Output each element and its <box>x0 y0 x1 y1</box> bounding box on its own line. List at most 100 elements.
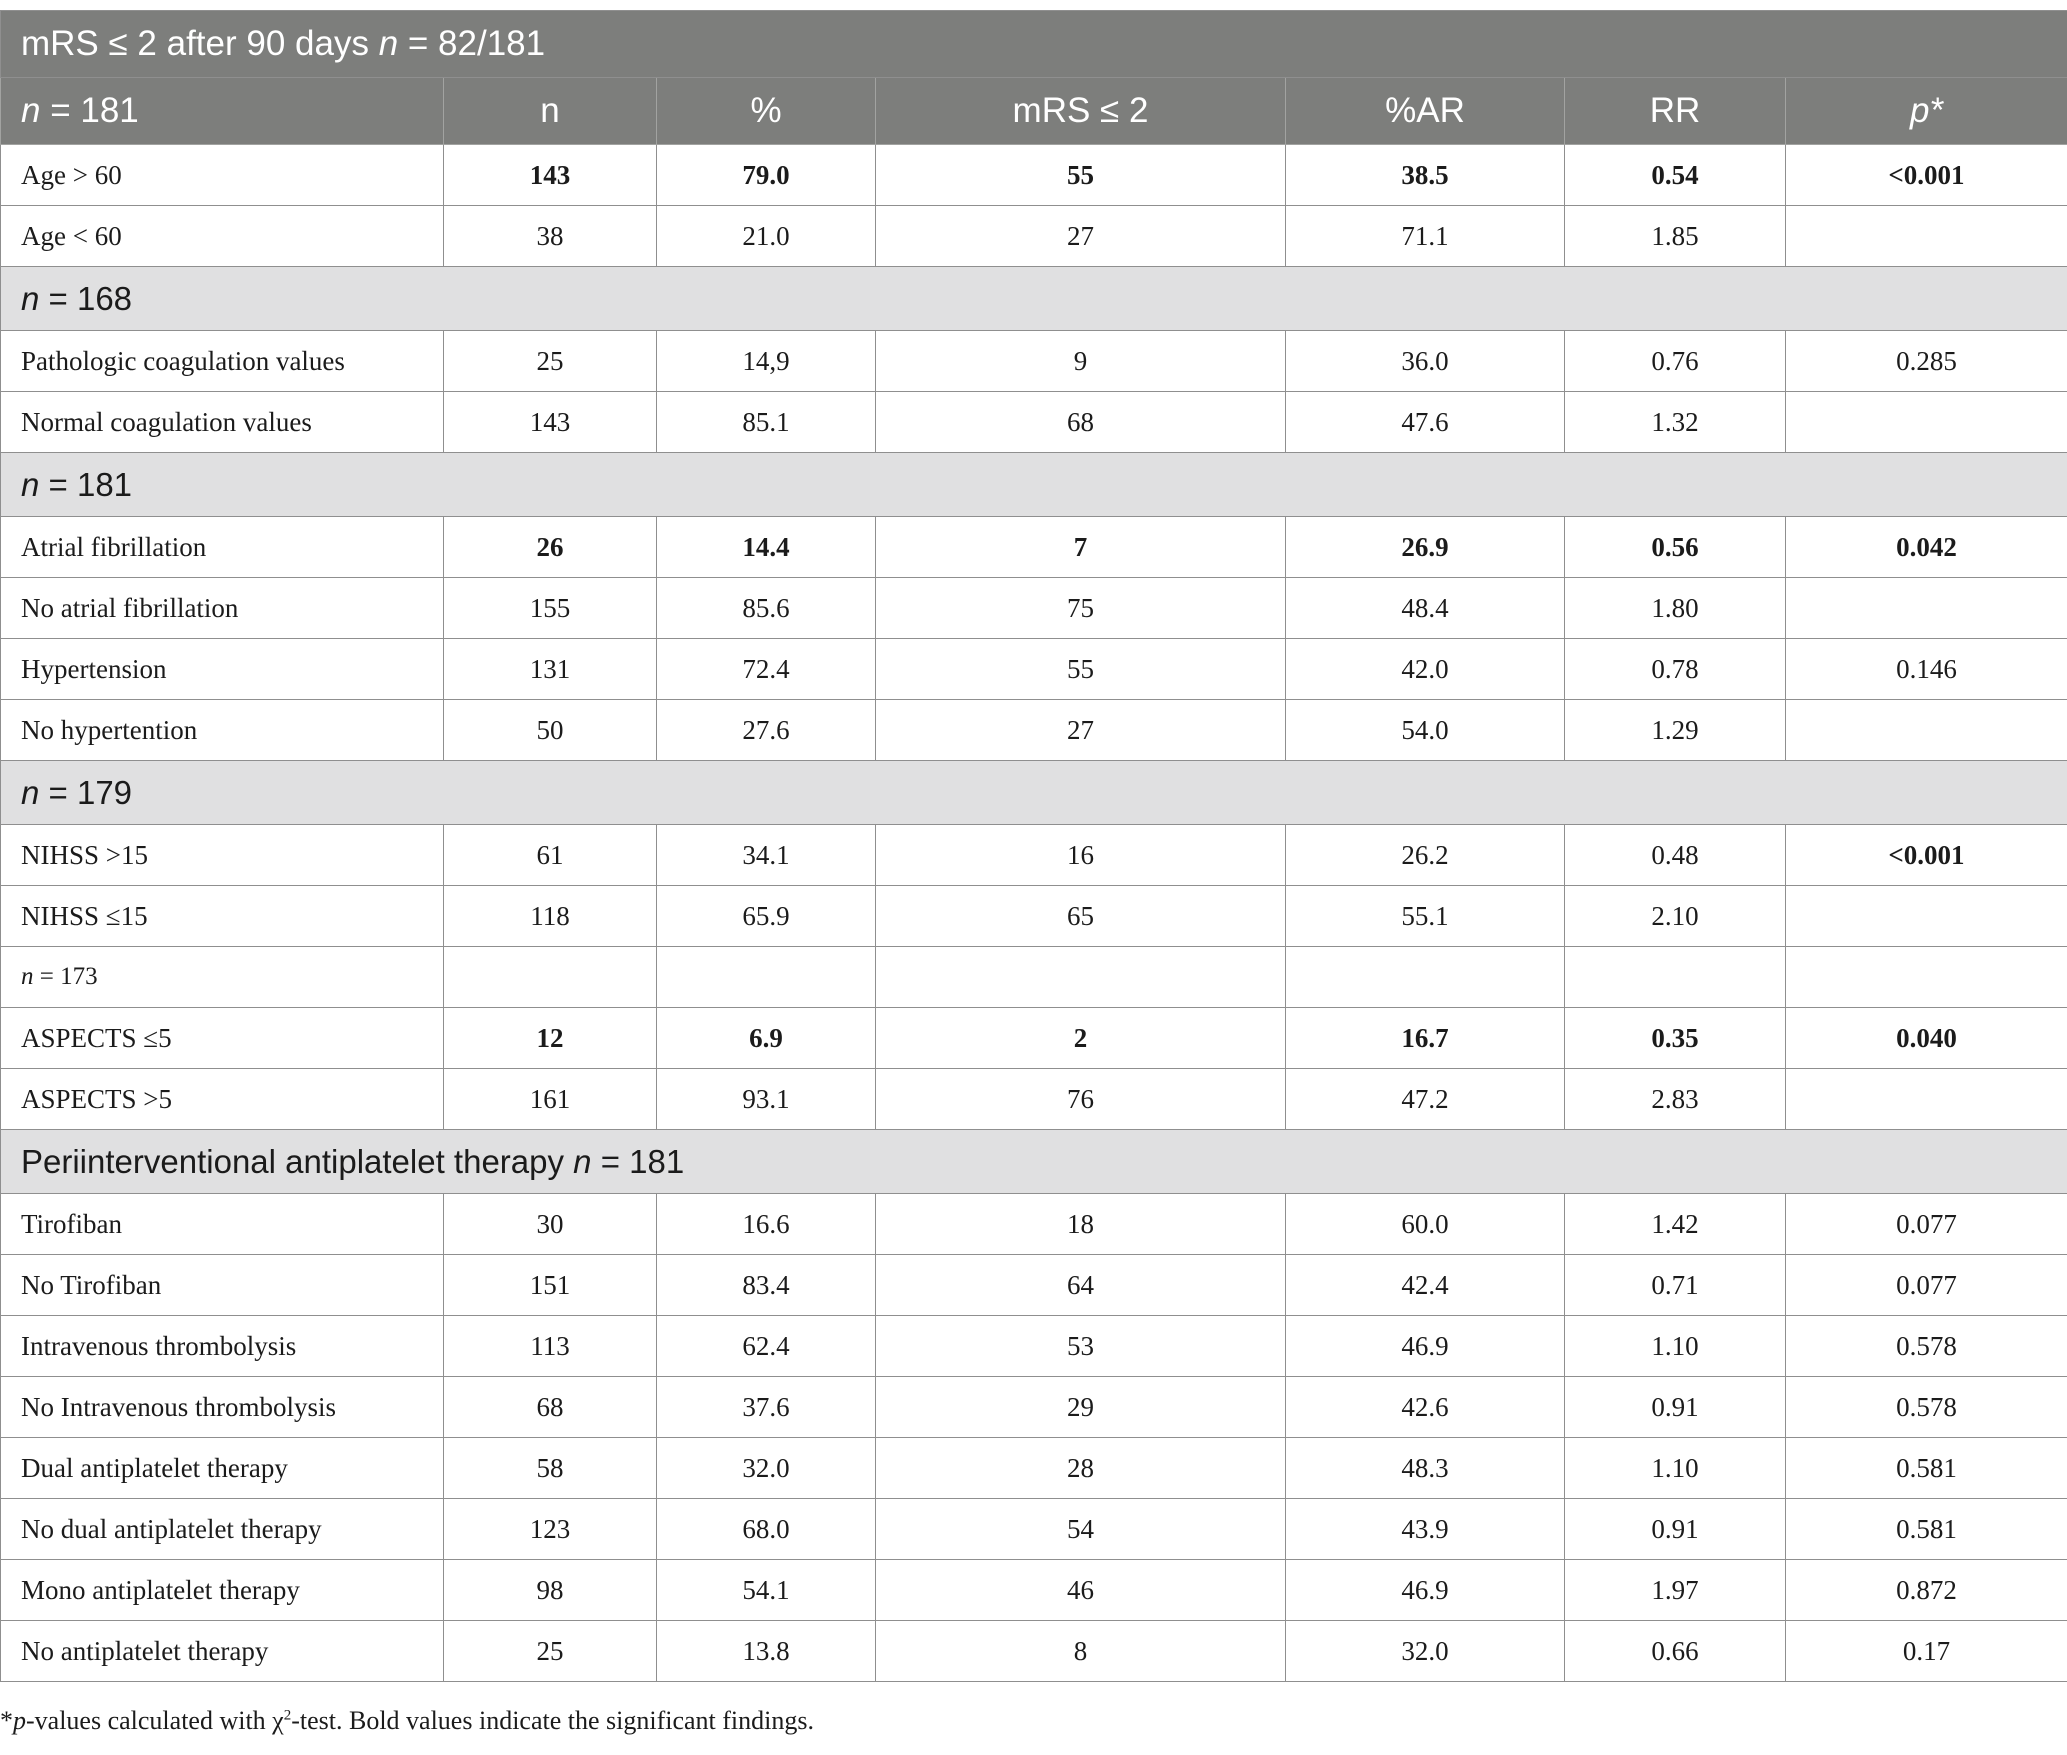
group-row: n = 179 <box>0 760 2067 825</box>
cell-mrs: 55 <box>875 638 1286 700</box>
cell-ar: 48.3 <box>1285 1437 1565 1499</box>
row-label: ASPECTS >5 <box>0 1068 444 1130</box>
cell-ar: 48.4 <box>1285 577 1565 639</box>
cell-ar: 38.5 <box>1285 144 1565 206</box>
cell-n: 161 <box>443 1068 657 1130</box>
cell-percent: 85.1 <box>656 391 876 453</box>
cell-ar: 26.9 <box>1285 516 1565 578</box>
cell-mrs: 2 <box>875 1007 1286 1069</box>
empty-cell <box>1564 946 1786 1008</box>
row-label: Hypertension <box>0 638 444 700</box>
cell-percent: 62.4 <box>656 1315 876 1377</box>
header-rr: RR <box>1564 77 1786 145</box>
table-row: Age > 60 143 79.0 55 38.5 0.54 <0.001 <box>0 144 2067 206</box>
cell-ar: 54.0 <box>1285 699 1565 761</box>
cell-p: 0.17 <box>1785 1620 2067 1682</box>
cell-p: 0.146 <box>1785 638 2067 700</box>
cell-ar: 42.0 <box>1285 638 1565 700</box>
cell-mrs: 54 <box>875 1498 1286 1560</box>
table-title-row: mRS ≤ 2 after 90 days n = 82/181 <box>0 10 2067 78</box>
cell-ar: 26.2 <box>1285 824 1565 886</box>
group-heading: n = 168 <box>0 266 2067 331</box>
row-label: Tirofiban <box>0 1193 444 1255</box>
cell-percent: 6.9 <box>656 1007 876 1069</box>
cell-rr: 0.78 <box>1564 638 1786 700</box>
cell-rr: 0.35 <box>1564 1007 1786 1069</box>
cell-n: 12 <box>443 1007 657 1069</box>
cell-rr: 1.85 <box>1564 205 1786 267</box>
table-row: Intravenous thrombolysis 113 62.4 53 46.… <box>0 1315 2067 1377</box>
cell-percent: 13.8 <box>656 1620 876 1682</box>
empty-cell <box>875 946 1286 1008</box>
cell-p <box>1785 699 2067 761</box>
cell-p: 0.285 <box>1785 330 2067 392</box>
cell-ar: 42.6 <box>1285 1376 1565 1438</box>
row-label: Atrial fibrillation <box>0 516 444 578</box>
cell-mrs: 75 <box>875 577 1286 639</box>
cell-mrs: 76 <box>875 1068 1286 1130</box>
cell-percent: 27.6 <box>656 699 876 761</box>
cell-ar: 60.0 <box>1285 1193 1565 1255</box>
group-heading: n = 181 <box>0 452 2067 517</box>
cell-p: 0.581 <box>1785 1437 2067 1499</box>
cell-rr: 0.66 <box>1564 1620 1786 1682</box>
cell-percent: 16.6 <box>656 1193 876 1255</box>
cell-mrs: 29 <box>875 1376 1286 1438</box>
row-label: NIHSS >15 <box>0 824 444 886</box>
header-percent: % <box>656 77 876 145</box>
cell-mrs: 27 <box>875 205 1286 267</box>
cell-ar: 71.1 <box>1285 205 1565 267</box>
cell-rr: 0.91 <box>1564 1376 1786 1438</box>
cell-rr: 0.48 <box>1564 824 1786 886</box>
group-row: n = 181 <box>0 452 2067 517</box>
cell-ar: 47.6 <box>1285 391 1565 453</box>
cell-n: 61 <box>443 824 657 886</box>
row-label: Pathologic coagulation values <box>0 330 444 392</box>
row-label: Age < 60 <box>0 205 444 267</box>
cell-p <box>1785 205 2067 267</box>
cell-n: 68 <box>443 1376 657 1438</box>
cell-percent: 14.4 <box>656 516 876 578</box>
cell-n: 143 <box>443 391 657 453</box>
table-row: No antiplatelet therapy 25 13.8 8 32.0 0… <box>0 1620 2067 1682</box>
row-label: No Intravenous thrombolysis <box>0 1376 444 1438</box>
cell-n: 113 <box>443 1315 657 1377</box>
subgroup-heading: n = 173 <box>0 946 444 1008</box>
cell-percent: 79.0 <box>656 144 876 206</box>
empty-cell <box>656 946 876 1008</box>
table-title: mRS ≤ 2 after 90 days n = 82/181 <box>0 10 2067 78</box>
cell-percent: 85.6 <box>656 577 876 639</box>
cell-p <box>1785 1068 2067 1130</box>
cell-n: 58 <box>443 1437 657 1499</box>
column-header-row: n = 181 n % mRS ≤ 2 %AR RR p* <box>0 77 2067 145</box>
row-label: Age > 60 <box>0 144 444 206</box>
cell-ar: 47.2 <box>1285 1068 1565 1130</box>
table-row: Mono antiplatelet therapy 98 54.1 46 46.… <box>0 1559 2067 1621</box>
cell-mrs: 27 <box>875 699 1286 761</box>
cell-n: 151 <box>443 1254 657 1316</box>
group-row: n = 168 <box>0 266 2067 331</box>
cell-ar: 42.4 <box>1285 1254 1565 1316</box>
cell-n: 50 <box>443 699 657 761</box>
row-label: Mono antiplatelet therapy <box>0 1559 444 1621</box>
cell-ar: 43.9 <box>1285 1498 1565 1560</box>
row-label: Normal coagulation values <box>0 391 444 453</box>
empty-cell <box>1785 946 2067 1008</box>
header-ar: %AR <box>1285 77 1565 145</box>
cell-rr: 0.56 <box>1564 516 1786 578</box>
table-row: Pathologic coagulation values 25 14,9 9 … <box>0 330 2067 392</box>
cell-mrs: 18 <box>875 1193 1286 1255</box>
cell-rr: 2.83 <box>1564 1068 1786 1130</box>
cell-ar: 46.9 <box>1285 1315 1565 1377</box>
cell-mrs: 46 <box>875 1559 1286 1621</box>
group-row: Periinterventional antiplatelet therapy … <box>0 1129 2067 1194</box>
cell-n: 98 <box>443 1559 657 1621</box>
table-row: Normal coagulation values 143 85.1 68 47… <box>0 391 2067 453</box>
subgroup-row: n = 173 <box>0 946 2067 1008</box>
cell-ar: 16.7 <box>1285 1007 1565 1069</box>
cell-rr: 1.80 <box>1564 577 1786 639</box>
cell-n: 123 <box>443 1498 657 1560</box>
cell-mrs: 9 <box>875 330 1286 392</box>
table-row: Atrial fibrillation 26 14.4 7 26.9 0.56 … <box>0 516 2067 578</box>
row-label: NIHSS ≤15 <box>0 885 444 947</box>
